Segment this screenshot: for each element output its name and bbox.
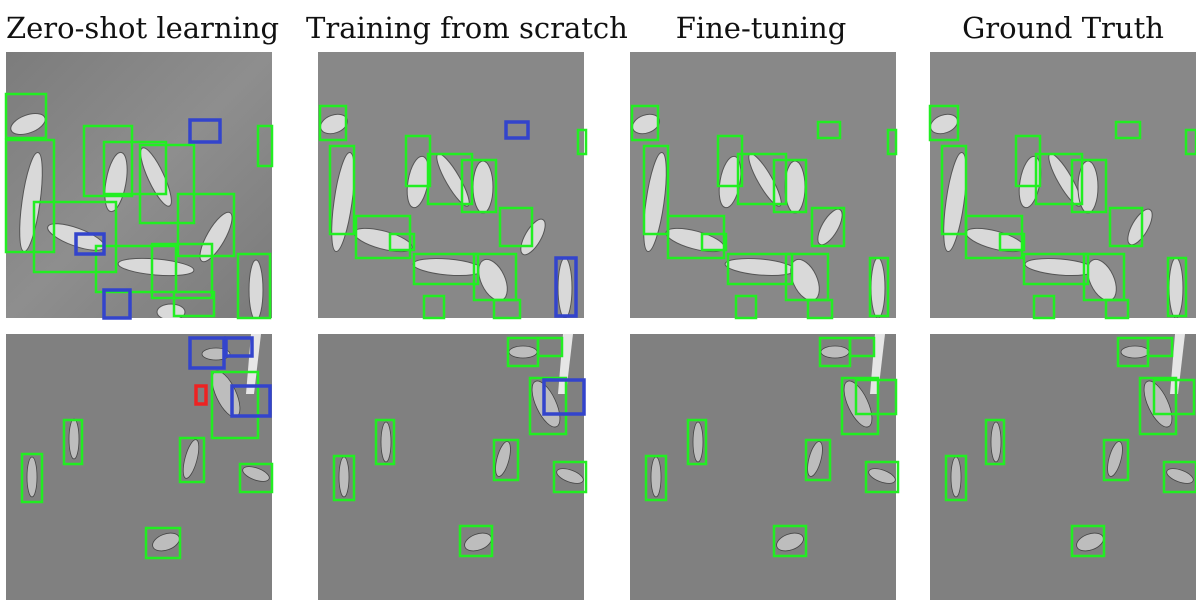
panel-training-bottom <box>318 334 584 600</box>
panel-ground-truth-top <box>930 52 1196 318</box>
panel-fine-tuning-top <box>630 52 896 318</box>
column-title-training-from-scratch: Training from scratch <box>306 11 628 45</box>
column-title-zero-shot: Zero-shot learning <box>6 11 280 45</box>
panel-training-top <box>318 52 584 318</box>
column-title-ground-truth: Ground Truth <box>962 11 1164 45</box>
panel-fine-tuning-bottom <box>630 334 896 600</box>
column-title-fine-tuning: Fine-tuning <box>675 11 847 45</box>
panel-ground-truth-bottom <box>930 334 1196 600</box>
panel-zero-shot-bottom <box>6 334 272 600</box>
panel-zero-shot-top <box>6 52 272 318</box>
